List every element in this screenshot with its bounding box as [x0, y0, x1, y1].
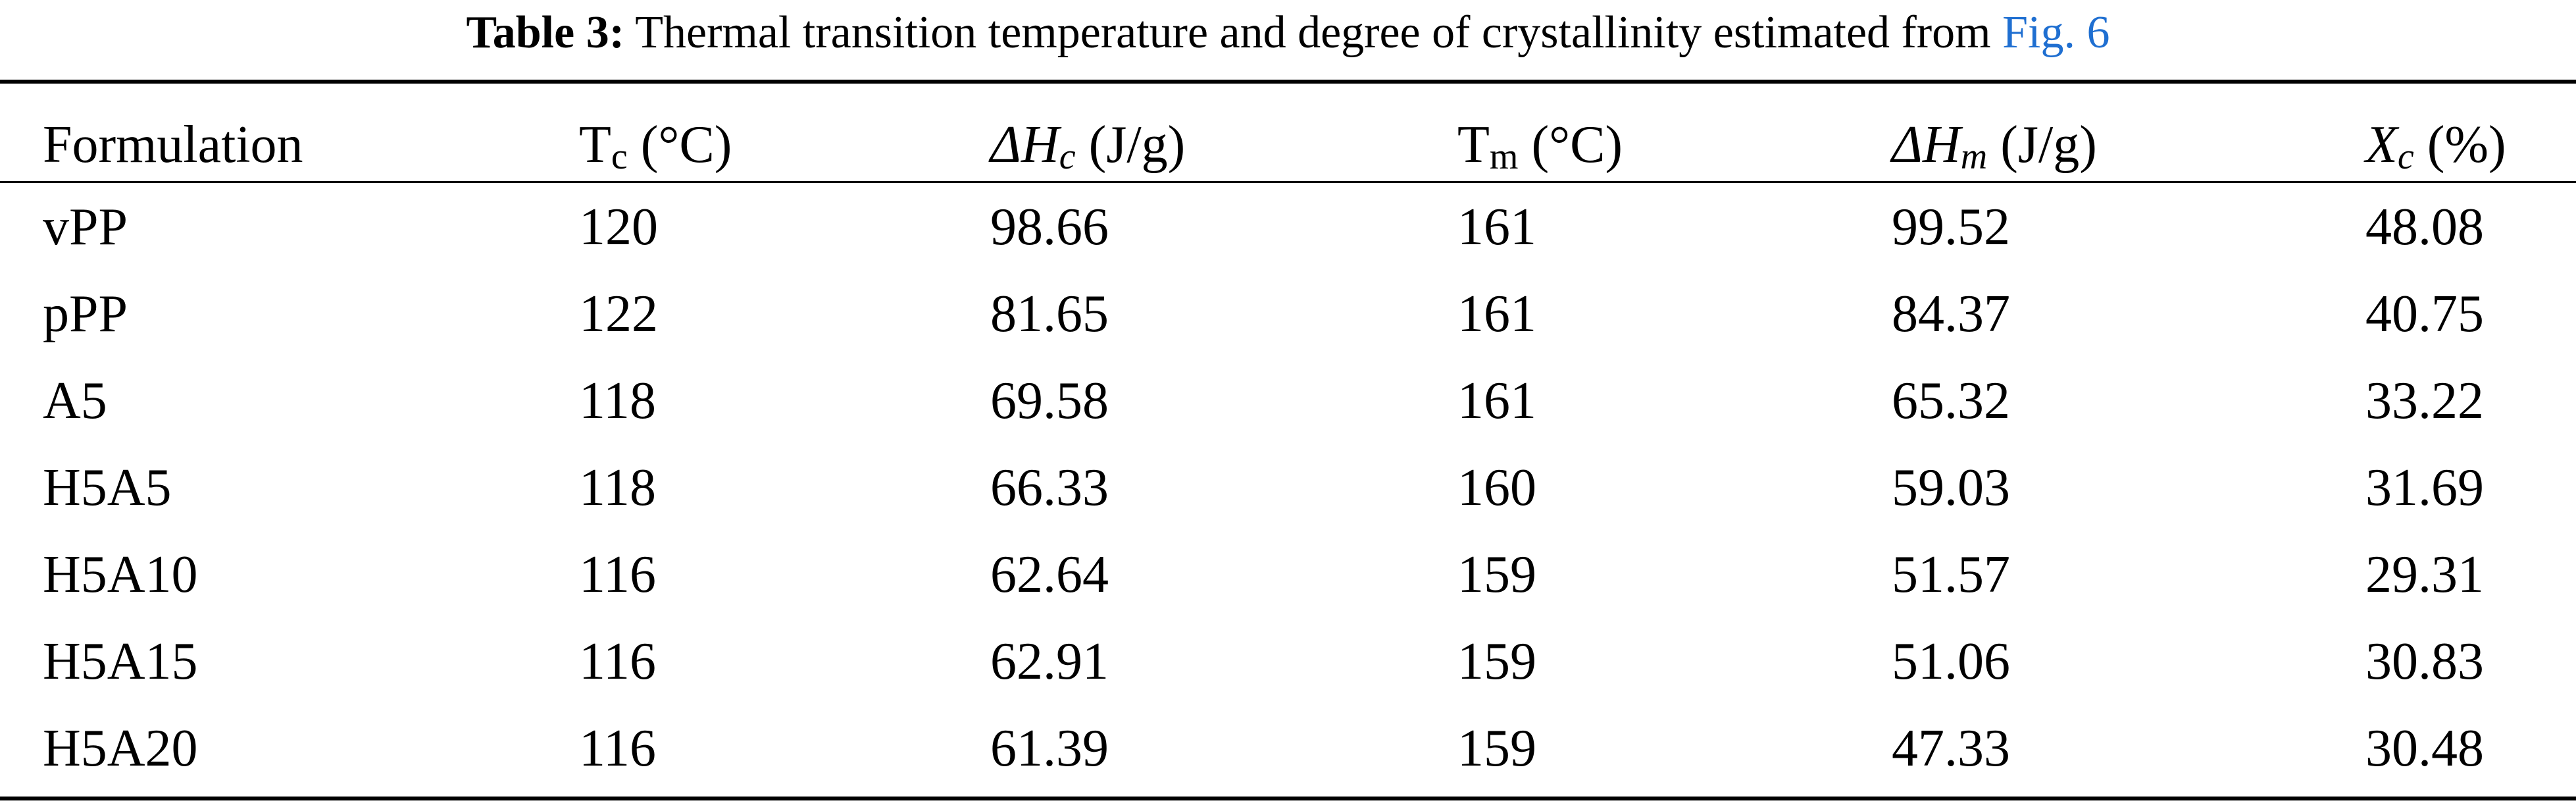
table-cell-tc: 116: [579, 633, 657, 691]
header-tc: Tc (°C): [579, 109, 732, 181]
table-cell-formulation: H5A15: [43, 633, 198, 691]
table-top-rule: [0, 80, 2576, 84]
header-tm-subscript: m: [1489, 136, 1519, 177]
table-cell-dhc: 66.33: [990, 459, 1109, 517]
table-cell-tm: 159: [1457, 633, 1536, 691]
table-cell-dhc: 81.65: [990, 285, 1109, 343]
table-cell-dhc: 62.91: [990, 633, 1109, 691]
header-xc: Xc (%): [2365, 109, 2506, 181]
table-cell-dhc: 69.58: [990, 372, 1109, 430]
header-dhm: ΔHm (J/g): [1892, 109, 2097, 181]
table-cell-formulation: H5A5: [43, 459, 172, 517]
caption-label: Table 3:: [466, 7, 625, 58]
header-dhc-symbol: ΔH: [990, 116, 1059, 174]
table-cell-xc: 33.22: [2365, 372, 2484, 430]
table-cell-tc: 116: [579, 719, 657, 777]
table-cell-dhc: 61.39: [990, 719, 1109, 777]
table-cell-tm: 161: [1457, 285, 1536, 343]
caption-text: Thermal transition temperature and degre…: [635, 7, 1991, 58]
figure-link[interactable]: Fig. 6: [2002, 7, 2110, 58]
table-cell-dhc: 62.64: [990, 546, 1109, 604]
table-cell-dhm: 59.03: [1892, 459, 2010, 517]
header-tc-subscript: c: [611, 136, 628, 177]
table-cell-tm: 159: [1457, 719, 1536, 777]
table-cell-formulation: H5A20: [43, 719, 198, 777]
table-cell-tc: 122: [579, 285, 658, 343]
table-cell-formulation: vPP: [43, 198, 128, 256]
table-cell-dhm: 65.32: [1892, 372, 2010, 430]
table-cell-dhm: 47.33: [1892, 719, 2010, 777]
table-cell-formulation: H5A10: [43, 546, 198, 604]
table-bottom-rule: [0, 797, 2576, 800]
table-cell-tc: 116: [579, 546, 657, 604]
header-dhc-unit: (J/g): [1075, 116, 1186, 174]
table-cell-dhm: 99.52: [1892, 198, 2010, 256]
header-xc-subscript: c: [2397, 136, 2414, 177]
table-cell-tm: 159: [1457, 546, 1536, 604]
table-cell-tc: 118: [579, 372, 657, 430]
header-xc-symbol: X: [2365, 116, 2398, 174]
table-cell-dhm: 84.37: [1892, 285, 2010, 343]
table-cell-xc: 29.31: [2365, 546, 2484, 604]
header-tc-unit: (°C): [627, 116, 732, 174]
header-xc-unit: (%): [2413, 116, 2506, 174]
table-cell-tm: 160: [1457, 459, 1536, 517]
table-cell-xc: 30.48: [2365, 719, 2484, 777]
table-cell-dhm: 51.57: [1892, 546, 2010, 604]
table-cell-tc: 118: [579, 459, 657, 517]
table-header-rule: [0, 181, 2576, 183]
table-cell-dhm: 51.06: [1892, 633, 2010, 691]
header-formulation: Formulation: [43, 109, 303, 181]
header-tm: Tm (°C): [1457, 109, 1623, 181]
header-dhc-subscript: c: [1059, 136, 1076, 177]
header-tm-unit: (°C): [1518, 116, 1623, 174]
table-cell-tm: 161: [1457, 198, 1536, 256]
header-tc-symbol: T: [579, 116, 611, 174]
header-formulation-text: Formulation: [43, 116, 303, 174]
header-dhc: ΔHc (J/g): [990, 109, 1185, 181]
header-dhm-symbol: ΔH: [1892, 116, 1961, 174]
table-cell-xc: 30.83: [2365, 633, 2484, 691]
table-cell-tc: 120: [579, 198, 658, 256]
header-dhm-subscript: m: [1960, 136, 1988, 177]
table-cell-formulation: A5: [43, 372, 107, 430]
header-dhm-unit: (J/g): [1987, 116, 2097, 174]
table-cell-formulation: pPP: [43, 285, 128, 343]
table-cell-tm: 161: [1457, 372, 1536, 430]
table-caption: Table 3: Thermal transition temperature …: [0, 0, 2576, 79]
header-tm-symbol: T: [1457, 116, 1490, 174]
table-cell-dhc: 98.66: [990, 198, 1109, 256]
table-cell-xc: 31.69: [2365, 459, 2484, 517]
table-cell-xc: 48.08: [2365, 198, 2484, 256]
table-cell-xc: 40.75: [2365, 285, 2484, 343]
